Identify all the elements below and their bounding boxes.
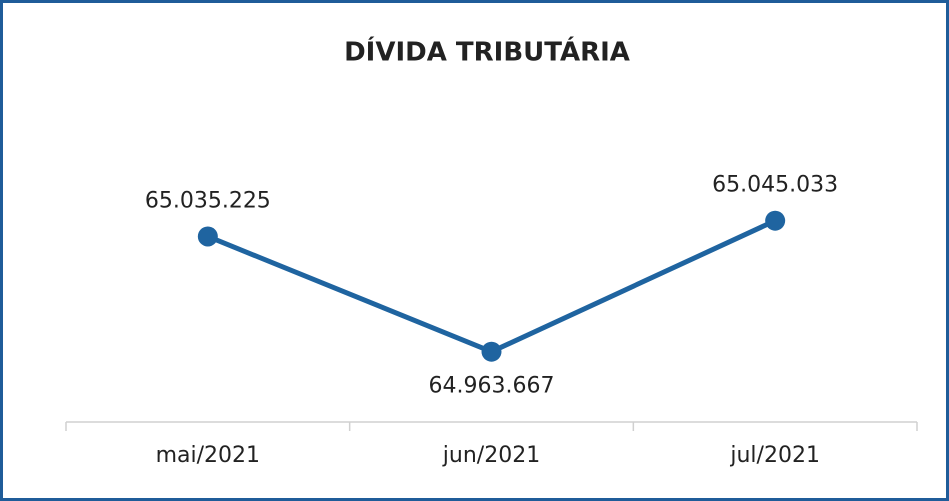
- x-tick-label: mai/2021: [156, 443, 260, 468]
- point: [765, 210, 786, 231]
- chart-title: DÍVIDA TRIBUTÁRIA: [344, 36, 630, 68]
- data-label: 65.035.225: [145, 188, 271, 213]
- x-tick-label: jun/2021: [442, 443, 540, 468]
- data-label: 64.963.667: [429, 374, 555, 399]
- point: [197, 226, 218, 247]
- point: [481, 341, 502, 362]
- x-tick-label: jul/2021: [729, 443, 820, 468]
- data-label: 65.045.033: [712, 173, 838, 198]
